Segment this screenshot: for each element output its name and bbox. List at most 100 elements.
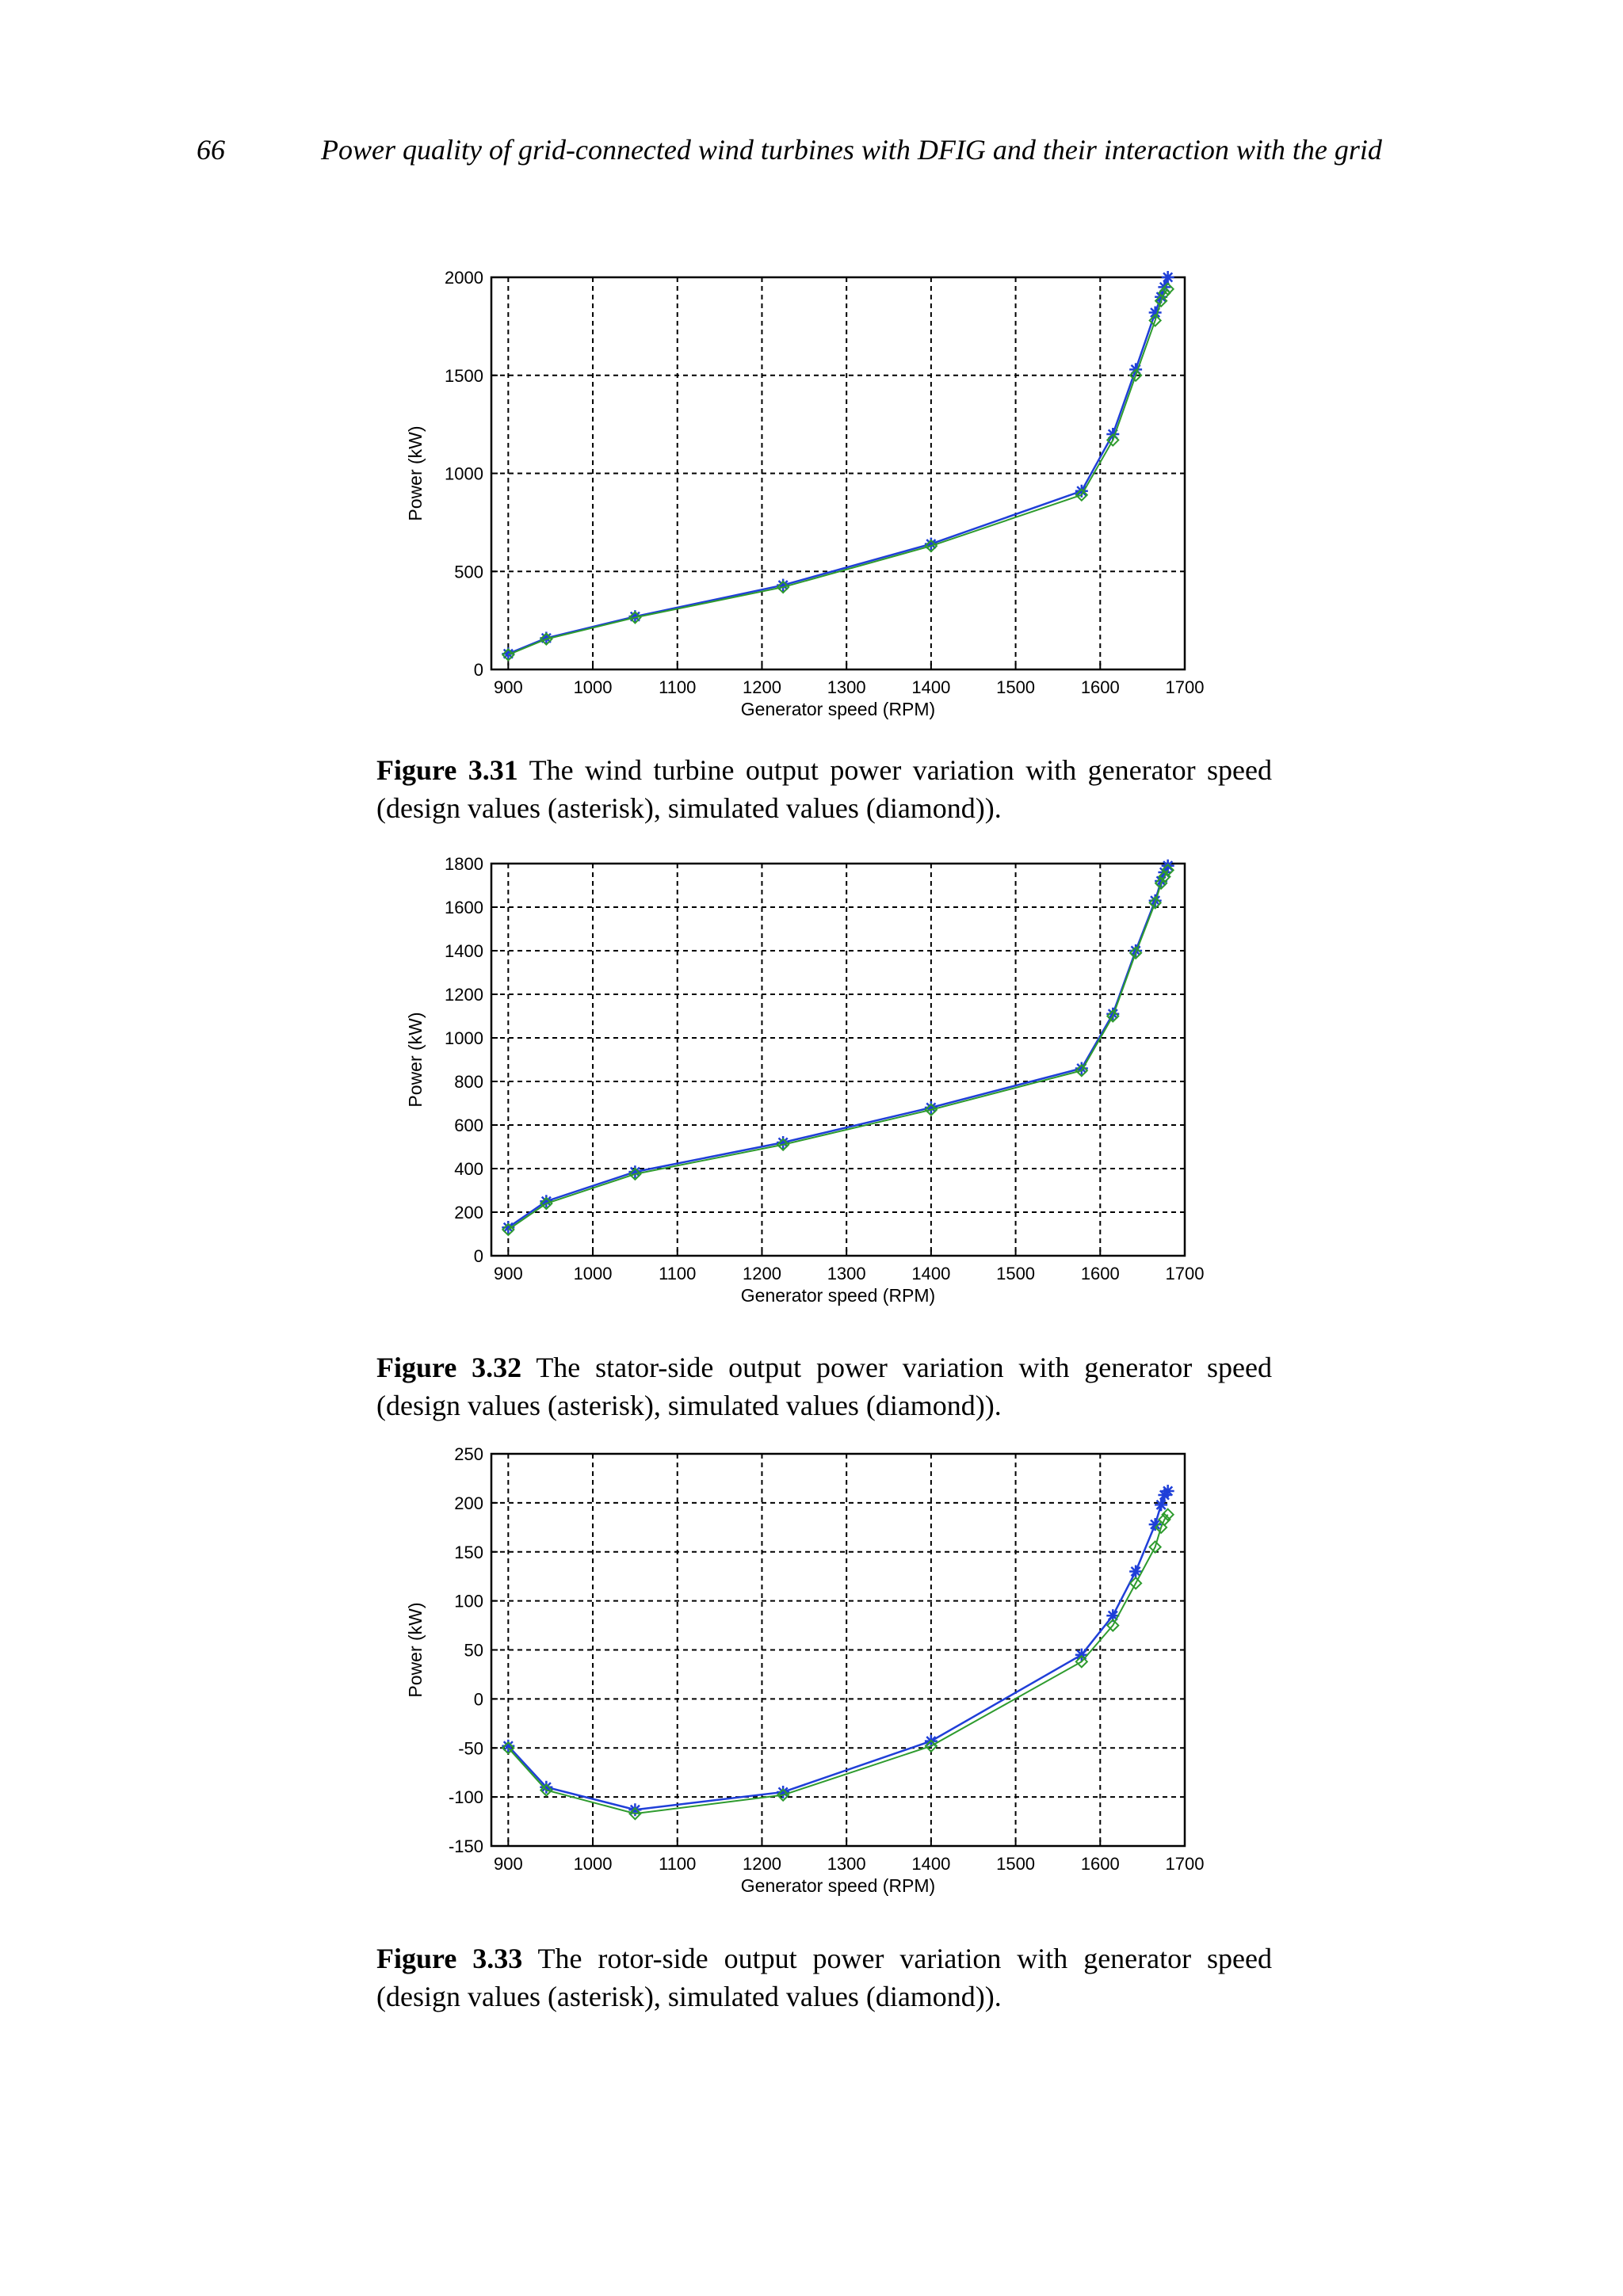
simulated-series-line <box>507 869 1169 1230</box>
x-tick-label: 1200 <box>743 677 781 697</box>
simulated-point-diamond <box>1157 1512 1171 1527</box>
y-tick-label: 1000 <box>445 464 483 484</box>
y-tick-label: 0 <box>474 1689 483 1709</box>
x-tick-label: 1500 <box>996 1854 1035 1874</box>
simulated-point-diamond <box>1161 863 1175 877</box>
x-tick-label: 1000 <box>574 1854 613 1874</box>
x-tick-label: 1300 <box>827 1854 866 1874</box>
simulated-point-diamond <box>1128 946 1143 960</box>
x-tick-label: 900 <box>494 1854 523 1874</box>
y-tick-label: 1400 <box>445 941 483 961</box>
y-tick-label: 1800 <box>445 854 483 874</box>
simulated-point-diamond <box>1157 286 1171 300</box>
x-tick-label: 1700 <box>1166 1264 1205 1283</box>
simulated-point-diamond <box>501 1741 515 1755</box>
simulated-point-diamond <box>628 1806 642 1821</box>
y-tick-label: 600 <box>454 1116 483 1135</box>
x-tick-label: 1400 <box>911 1264 950 1283</box>
simulated-point-diamond <box>1075 488 1089 502</box>
simulated-point-diamond <box>924 539 938 553</box>
y-tick-label: 1600 <box>445 898 483 917</box>
y-tick-label: 150 <box>454 1543 483 1562</box>
figure-3-33-caption: Figure 3.33 The rotor-side output power … <box>376 1939 1272 2016</box>
figure-3-31-chart: 900 1000 1100 1200 1300 1400 1500 1600 1700 0 500 1… <box>405 268 1205 719</box>
figure-label: Figure 3.33 <box>376 1943 523 1974</box>
caption-text: The wind turbine output power variation … <box>376 754 1272 824</box>
y-tick-label: 2000 <box>445 268 483 288</box>
x-tick-label: 1300 <box>827 677 866 697</box>
simulated-point-diamond <box>501 1222 515 1237</box>
design-point-asterisk <box>1155 1498 1168 1512</box>
x-tick-label: 1200 <box>743 1264 781 1283</box>
design-point-asterisk <box>1161 859 1174 872</box>
simulated-point-diamond <box>1106 1619 1120 1632</box>
figure-3-31-caption: Figure 3.31 The wind turbine output powe… <box>376 751 1272 827</box>
x-tick-label: 1700 <box>1166 1854 1205 1874</box>
simulated-point-diamond <box>1161 1508 1175 1522</box>
x-tick-label: 1100 <box>659 1854 696 1874</box>
x-tick-label: 1400 <box>911 1854 950 1874</box>
figure-3-32-chart: 900 1000 1100 1200 1300 1400 1500 1600 1700 0 200 4… <box>405 854 1205 1306</box>
y-tick-label: 0 <box>474 1246 483 1266</box>
y-tick-label: 1500 <box>445 366 483 386</box>
simulated-point-diamond <box>776 580 790 594</box>
y-axis-label: Power (kW) <box>405 1602 426 1697</box>
page-number: 66 <box>197 134 225 166</box>
x-tick-label: 1100 <box>659 1264 696 1283</box>
caption-text: The rotor-side output power variation wi… <box>376 1943 1272 2012</box>
x-tick-label: 1200 <box>743 1854 781 1874</box>
y-tick-label: 100 <box>454 1592 483 1611</box>
x-tick-label: 1500 <box>996 677 1035 697</box>
y-tick-label: 400 <box>454 1159 483 1179</box>
y-tick-label: 200 <box>454 1203 483 1222</box>
x-tick-label: 1600 <box>1081 1264 1120 1283</box>
figure-3-32-caption: Figure 3.32 The stator-side output power… <box>376 1348 1272 1425</box>
x-axis-label: Generator speed (RPM) <box>741 699 935 719</box>
x-tick-label: 1500 <box>996 1264 1035 1283</box>
y-tick-label: -150 <box>449 1836 483 1856</box>
simulated-point-diamond <box>924 1103 938 1117</box>
simulated-point-diamond <box>539 632 553 646</box>
y-tick-label: 200 <box>454 1493 483 1513</box>
x-tick-label: 1300 <box>827 1264 866 1283</box>
simulated-point-diamond <box>1106 1009 1120 1023</box>
design-point-asterisk <box>1161 1485 1174 1498</box>
simulated-point-diamond <box>776 1788 790 1802</box>
x-tick-label: 1100 <box>659 677 696 697</box>
y-tick-label: -100 <box>449 1787 483 1807</box>
x-tick-label: 1600 <box>1081 1854 1120 1874</box>
simulated-series-line <box>507 288 1169 656</box>
x-axis-label: Generator speed (RPM) <box>741 1875 935 1896</box>
y-tick-label: 250 <box>454 1444 483 1464</box>
running-head: Power quality of grid-connected wind tur… <box>321 134 1382 166</box>
plot-frame <box>490 862 1186 1257</box>
x-tick-label: 1600 <box>1081 677 1120 697</box>
x-tick-label: 900 <box>494 1264 523 1283</box>
caption-text: The stator-side output power variation w… <box>376 1352 1272 1421</box>
simulated-point-diamond <box>1148 314 1163 327</box>
y-axis-label: Power (kW) <box>405 1012 426 1107</box>
simulated-point-diamond <box>1148 896 1163 910</box>
y-tick-label: 800 <box>454 1072 483 1092</box>
y-tick-label: 1200 <box>445 985 483 1005</box>
simulated-point-diamond <box>1075 1063 1089 1077</box>
simulated-point-diamond <box>776 1138 790 1152</box>
figure-label: Figure 3.32 <box>376 1352 522 1383</box>
x-tick-label: 1400 <box>911 677 950 697</box>
simulated-point-diamond <box>1148 1540 1163 1554</box>
x-tick-label: 900 <box>494 677 523 697</box>
simulated-series-line <box>507 1514 1169 1815</box>
simulated-point-diamond <box>628 1167 642 1181</box>
simulated-point-diamond <box>924 1739 938 1753</box>
simulated-point-diamond <box>539 1783 553 1797</box>
x-tick-label: 1700 <box>1166 677 1205 697</box>
figure-3-33-chart: 900 1000 1100 1200 1300 1400 1500 1600 1700-150-… <box>405 1444 1205 1896</box>
simulated-point-diamond <box>1106 433 1120 447</box>
plot-area <box>491 277 1185 669</box>
y-tick-label: 0 <box>474 660 483 680</box>
simulated-point-diamond <box>539 1196 553 1211</box>
plot-area <box>491 864 1185 1256</box>
x-axis-label: Generator speed (RPM) <box>741 1285 935 1306</box>
design-point-asterisk <box>1161 271 1174 284</box>
y-tick-label: 500 <box>454 562 483 582</box>
